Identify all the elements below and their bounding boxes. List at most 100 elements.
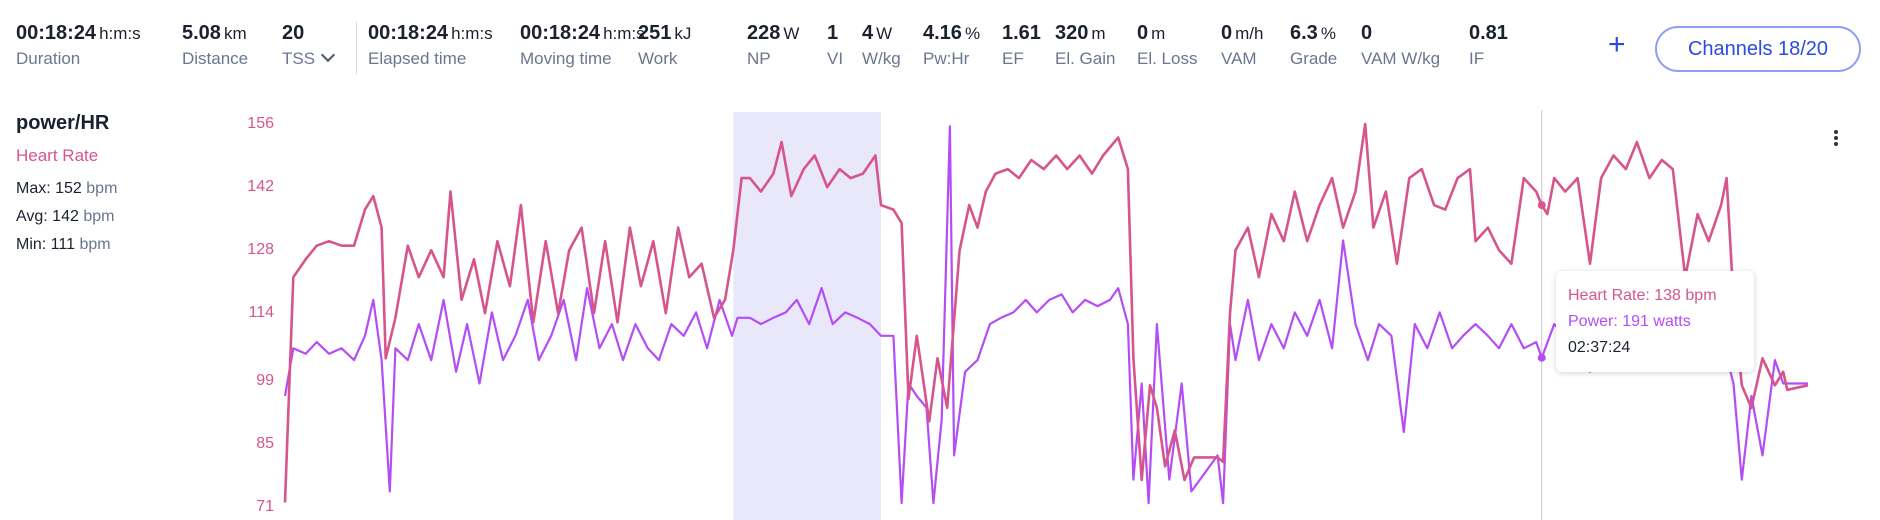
metric-label: TSS (282, 47, 336, 69)
metric-unit: % (1320, 24, 1336, 43)
metric-label: Work (638, 49, 691, 69)
metric-value: 0 (1137, 22, 1149, 44)
metric-value: 00:18:24 (16, 22, 97, 44)
metric-value: 320 (1055, 22, 1089, 44)
metric-value: 4 (862, 22, 874, 44)
metric-label: El. Loss (1137, 49, 1197, 69)
metric-label: Distance (182, 49, 248, 69)
stat-avg-value: Avg: 142 (16, 208, 79, 225)
metric-label: IF (1469, 49, 1508, 69)
metric-label: Elapsed time (368, 49, 493, 69)
metric-label-text: Duration (16, 49, 81, 68)
metric-value: 4.16 (923, 22, 962, 44)
hr-cursor-dot (1537, 201, 1546, 210)
metric-label-text: W/kg (862, 49, 901, 68)
stat-unit: bpm (83, 208, 115, 225)
metric-label-text: TSS (282, 49, 316, 68)
power-cursor-dot (1537, 353, 1546, 362)
metric-label: Moving time (520, 49, 645, 69)
metric-label-text: VI (827, 49, 844, 68)
y-tick-label: 99 (256, 371, 274, 389)
metric-label-text: EF (1002, 49, 1024, 68)
metric-label: VAM (1221, 49, 1263, 69)
metric-label-text: El. Gain (1055, 49, 1116, 68)
more-options-icon[interactable] (1831, 128, 1841, 148)
y-tick-label: 156 (247, 115, 274, 132)
metric-label-text: Distance (182, 49, 249, 68)
hr-series-line (283, 122, 1809, 503)
metric-work: 251 kJ Work (638, 22, 691, 69)
metric-value: 6.3 (1290, 22, 1318, 44)
metric-if: 0.81 IF (1469, 22, 1508, 69)
tooltip-hr: Heart Rate: 138 bpm (1568, 287, 1717, 304)
metric-label-text: NP (747, 49, 771, 68)
metric-tss[interactable]: 20 TSS (282, 22, 336, 69)
metric-moving-time: 00:18:24 h:m:s Moving time (520, 22, 645, 69)
metrics-divider (356, 22, 357, 74)
y-tick-label: 142 (247, 178, 274, 196)
metric-unit: m/h (1235, 24, 1264, 43)
metric-value: 20 (282, 22, 305, 44)
stat-avg: Avg: 142 bpm (16, 208, 114, 226)
metric-value: 00:18:24 (368, 22, 449, 44)
metric-value: 1.61 (1002, 22, 1041, 44)
stat-min: Min: 111 bpm (16, 236, 111, 254)
y-tick-label: 114 (248, 304, 274, 322)
metric-unit: h:m:s (99, 24, 141, 43)
metric-label: NP (747, 49, 799, 69)
metric-elapsed-time: 00:18:24 h:m:s Elapsed time (368, 22, 493, 69)
metric-label-text: Pw:Hr (923, 49, 970, 68)
metric-unit: W (783, 24, 800, 43)
add-channel-button[interactable]: + (1608, 28, 1626, 61)
metric-pw-hr: 4.16% Pw:Hr (923, 22, 980, 69)
stat-unit: bpm (79, 236, 111, 253)
metric-label: W/kg (862, 49, 901, 69)
selection-highlight[interactable] (733, 112, 881, 520)
metric-np: 228 W NP (747, 22, 799, 69)
channels-button[interactable]: Channels 18/20 (1655, 26, 1861, 72)
chart-tooltip: Heart Rate: 138 bpm Power: 191 watts 02:… (1556, 271, 1754, 372)
stat-unit: bpm (86, 180, 118, 197)
stat-max: Max: 152 bpm (16, 180, 117, 198)
metric-value: 5.08 (182, 22, 221, 44)
metric-label-text: Grade (1290, 49, 1338, 68)
stat-max-value: Max: 152 (16, 180, 82, 197)
metric-unit: km (223, 24, 247, 43)
panel-title: power/HR (16, 112, 110, 134)
metric-label-text: VAM (1221, 49, 1257, 68)
metric-label-text: Work (638, 49, 678, 68)
metric-unit: h:m:s (603, 24, 645, 43)
metric-el-gain: 320 m El. Gain (1055, 22, 1115, 69)
metric-vi: 1 VI (827, 22, 843, 69)
metric-label-text: VAM W/kg (1361, 49, 1441, 68)
metric-w-kg: 4 W W/kg (862, 22, 901, 69)
y-tick-label: 71 (256, 498, 274, 515)
metric-value: 1 (827, 22, 839, 44)
y-tick-label: 85 (256, 434, 274, 452)
metric-distance: 5.08 km Distance (182, 22, 248, 69)
metric-value: 0.81 (1469, 22, 1508, 44)
metric-unit: m (1091, 24, 1106, 43)
metric-label: Grade (1290, 49, 1337, 69)
metric-unit: W (876, 24, 893, 43)
metric-label: El. Gain (1055, 49, 1115, 69)
metric-vam: 0 m/h VAM (1221, 22, 1263, 69)
metric-label-text: Moving time (520, 49, 612, 68)
metric-label-text: Elapsed time (368, 49, 467, 68)
metric-label-text: El. Loss (1137, 49, 1198, 68)
metric-value: 00:18:24 (520, 22, 601, 44)
panel-subtitle: Heart Rate (16, 146, 99, 165)
power-series-line (283, 125, 1808, 505)
metric-value: 251 (638, 22, 672, 44)
metric-label: Pw:Hr (923, 49, 980, 69)
metric-label: EF (1002, 49, 1041, 69)
metric-grade: 6.3% Grade (1290, 22, 1337, 69)
y-tick-label: 128 (247, 241, 274, 259)
metric-label: Duration (16, 49, 141, 69)
tooltip-time: 02:37:24 (1568, 339, 1631, 356)
tooltip-power: Power: 191 watts (1568, 313, 1691, 330)
metric-duration: 00:18:24 h:m:s Duration (16, 22, 141, 69)
metric-value: 228 (747, 22, 781, 44)
stat-min-value: Min: 111 (16, 236, 75, 253)
